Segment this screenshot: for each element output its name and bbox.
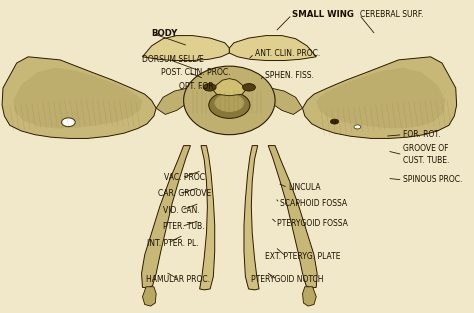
Text: DORSUM SELLÆ: DORSUM SELLÆ xyxy=(143,55,204,64)
Text: CUST. TUBE.: CUST. TUBE. xyxy=(403,156,449,165)
Text: VID. CAN.: VID. CAN. xyxy=(163,206,200,215)
Polygon shape xyxy=(2,57,156,138)
Polygon shape xyxy=(244,146,259,290)
Text: ANT. CLIN. PROC.: ANT. CLIN. PROC. xyxy=(255,49,320,58)
Text: SMALL WING: SMALL WING xyxy=(292,10,355,19)
Text: BODY: BODY xyxy=(152,29,178,38)
Polygon shape xyxy=(302,57,456,138)
Ellipse shape xyxy=(354,125,361,129)
Polygon shape xyxy=(266,88,302,115)
Ellipse shape xyxy=(215,94,244,112)
Ellipse shape xyxy=(183,66,275,135)
Text: SPINOUS PROC.: SPINOUS PROC. xyxy=(403,175,463,184)
Ellipse shape xyxy=(62,118,75,126)
Text: CAR. GROOVE: CAR. GROOVE xyxy=(158,189,212,198)
Polygon shape xyxy=(213,79,246,96)
Text: FOR. ROT.: FOR. ROT. xyxy=(403,130,441,139)
Polygon shape xyxy=(156,88,193,115)
Text: POST. CLIN. PROC.: POST. CLIN. PROC. xyxy=(161,68,230,77)
Text: LINCULA: LINCULA xyxy=(288,183,320,192)
Polygon shape xyxy=(268,146,317,288)
Text: VAC. PROC.: VAC. PROC. xyxy=(164,173,208,182)
Polygon shape xyxy=(143,287,156,306)
Text: EXT. PTERYG. PLATE: EXT. PTERYG. PLATE xyxy=(265,252,340,261)
Text: INT. PTER. PL.: INT. PTER. PL. xyxy=(147,239,199,248)
Polygon shape xyxy=(142,146,191,288)
Ellipse shape xyxy=(209,92,250,118)
Text: PTERYGOID FOSSA: PTERYGOID FOSSA xyxy=(277,219,348,228)
Text: PTERYGOID NOTCH: PTERYGOID NOTCH xyxy=(251,275,324,284)
Text: SCAPHOID FOSSA: SCAPHOID FOSSA xyxy=(280,199,347,208)
Text: OPT. FOR.: OPT. FOR. xyxy=(179,82,216,91)
Text: PTER. TUB.: PTER. TUB. xyxy=(163,222,205,231)
Text: GROOVE OF: GROOVE OF xyxy=(403,144,448,153)
Polygon shape xyxy=(316,68,445,128)
Ellipse shape xyxy=(203,84,216,91)
Polygon shape xyxy=(143,36,229,60)
Polygon shape xyxy=(200,146,215,290)
Text: HAMULAR PROC.: HAMULAR PROC. xyxy=(146,275,210,284)
Polygon shape xyxy=(302,287,316,306)
Ellipse shape xyxy=(243,84,255,91)
Text: SPHEN. FISS.: SPHEN. FISS. xyxy=(265,71,314,80)
Polygon shape xyxy=(13,68,143,128)
Ellipse shape xyxy=(330,119,338,124)
Polygon shape xyxy=(229,36,316,60)
Text: CEREBRAL SURF.: CEREBRAL SURF. xyxy=(360,10,423,19)
